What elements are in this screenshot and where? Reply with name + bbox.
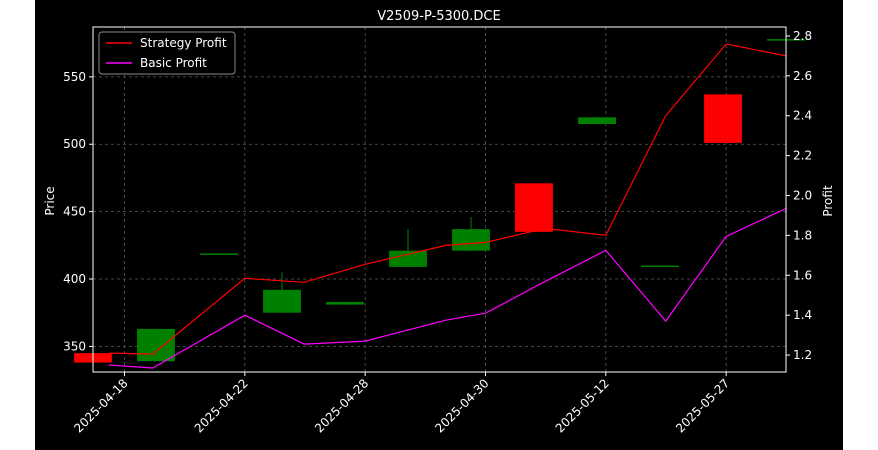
series-line-strategy-profit	[108, 43, 787, 355]
y-tick-label-right: 1.4	[793, 308, 812, 322]
y-tick-label-left: 350	[63, 339, 86, 353]
y-tick-label-right: 1.8	[793, 228, 812, 242]
candle-body	[389, 250, 427, 267]
y-tick-label-left: 450	[63, 205, 86, 219]
plot-frame	[92, 26, 787, 373]
candle	[515, 183, 553, 232]
candle	[704, 94, 742, 143]
y-tick-label-right: 2.8	[793, 29, 812, 43]
candle-body	[326, 301, 364, 305]
candle	[263, 272, 301, 313]
candle-body	[578, 117, 616, 125]
candle-body	[515, 183, 553, 232]
figure-background	[35, 0, 843, 450]
candle	[389, 229, 427, 267]
profit-lines	[108, 43, 787, 369]
candle	[326, 301, 364, 305]
y-tick-label-left: 500	[63, 137, 86, 151]
candles	[74, 39, 805, 364]
candle-body	[263, 289, 301, 313]
candle-body	[704, 94, 742, 143]
legend-label-strategy: Strategy Profit	[140, 36, 227, 50]
y-tick-label-left: 400	[63, 272, 86, 286]
candle	[641, 265, 679, 268]
candle	[137, 328, 175, 362]
y-tick-label-right: 1.2	[793, 348, 812, 362]
candle	[452, 217, 490, 251]
y-tick-label-right: 2.4	[793, 109, 812, 123]
legend-box	[98, 31, 236, 75]
grid	[93, 27, 786, 372]
y-tick-label-right: 2.2	[793, 149, 812, 163]
legend: Strategy Profit Basic Profit	[98, 31, 236, 75]
series-line-basic-profit	[108, 207, 787, 369]
candle-body	[452, 229, 490, 251]
y-tick-label-right: 2.0	[793, 189, 812, 203]
y-tick-label-right: 1.6	[793, 268, 812, 282]
candle-body	[137, 328, 175, 362]
y-tick-label-right: 2.6	[793, 69, 812, 83]
y-axis-label-left: Price	[43, 186, 57, 215]
y-tick-label-left: 550	[63, 70, 86, 84]
candle	[200, 253, 238, 255]
candle-body	[200, 253, 238, 255]
legend-label-basic: Basic Profit	[140, 56, 207, 70]
candle	[578, 117, 616, 125]
chart-title: V2509-P-5300.DCE	[377, 9, 500, 24]
y-axis-label-right: Profit	[821, 185, 835, 217]
candle-body	[641, 265, 679, 268]
